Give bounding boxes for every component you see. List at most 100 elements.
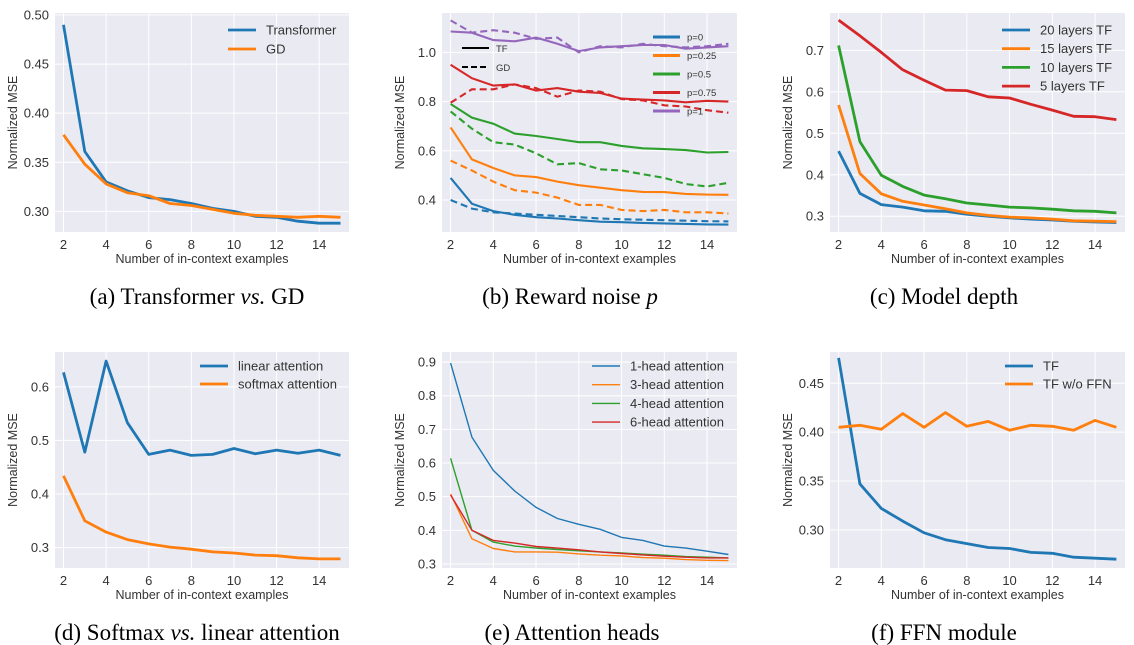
x-tick-label: 10 [614,237,628,252]
legend-label: 5 layers TF [1040,79,1105,94]
x-tick-label: 4 [103,237,110,252]
line-6-head-attention [450,494,729,559]
y-tick-label: 0.6 [31,379,49,394]
x-tick-label: 8 [963,573,970,588]
y-axis-label: Normalized MSE [393,413,407,507]
line-gd-p=0.25 [450,159,729,215]
subplot-c: 2 4 6 8 10 12 14 0.3 0.4 0.5 0.6 0.7 Number of in-co… [781,13,1125,309]
caption-part: (f) FFN module [871,620,1017,645]
plot-area [442,352,737,568]
caption-part: (b) Reward noise [482,284,646,309]
legend-label: p=1 [687,107,703,118]
caption-part: (e) Attention heads [484,620,659,645]
y-tick-label: 0.6 [418,143,436,158]
legend-label: TF [1043,359,1059,374]
x-tick-label: 6 [920,573,927,588]
style-legend-label: GD [496,63,510,74]
x-tick-label: 2 [60,573,67,588]
legend-label: 3-head attention [630,377,724,392]
legend-label: 20 layers TF [1040,23,1112,38]
y-tick-label: 1.0 [418,45,436,60]
subplot-caption: (c) Model depth [870,284,1019,309]
y-tick-label: 0.9 [418,355,436,370]
line-tf-p=0.75 [450,63,729,104]
y-axis-label: Normalized MSE [6,413,20,507]
x-tick-label: 4 [490,573,497,588]
y-tick-label: 0.30 [799,522,824,537]
y-tick-label: 0.5 [31,433,49,448]
x-tick-label: 10 [227,237,241,252]
line-tf-p=1 [450,30,729,53]
x-tick-label: 14 [1088,573,1102,588]
legend-label: p=0.25 [687,51,716,62]
caption-part: vs. [171,620,196,645]
line-tf-p=0.5 [450,103,729,154]
x-tick-label: 4 [878,237,885,252]
y-tick-label: 0.35 [799,474,824,489]
style-legend-label: TF [496,44,508,55]
x-tick-label: 4 [103,573,110,588]
legend-label: 1-head attention [630,359,724,374]
x-tick-label: 8 [575,237,582,252]
caption-part: p [644,284,658,309]
legend-label: p=0.5 [687,70,711,81]
caption-part: linear attention [195,620,340,645]
caption-part: (a) Transformer [90,284,241,309]
y-tick-label: 0.40 [24,106,49,121]
x-tick-label: 6 [920,237,927,252]
x-tick-label: 14 [1088,237,1102,252]
y-tick-label: 0.7 [418,422,436,437]
y-tick-label: 0.40 [799,425,824,440]
subplot-caption: (f) FFN module [871,620,1017,645]
line-gd [62,133,341,219]
y-tick-label: 0.45 [799,376,824,391]
line-tf [837,357,1117,561]
y-tick-label: 0.7 [806,43,824,58]
x-tick-label: 10 [1002,237,1016,252]
x-tick-label: 2 [447,573,454,588]
x-tick-label: 4 [878,573,885,588]
legend-label: 15 layers TF [1040,41,1112,56]
x-tick-label: 8 [575,573,582,588]
legend-label: 6-head attention [630,415,724,430]
line-tf-p=0 [449,177,729,226]
line-5-layers-tf [837,18,1117,121]
y-tick-label: 0.3 [806,209,824,224]
y-axis-label: Normalized MSE [6,76,20,170]
x-tick-label: 12 [269,237,283,252]
caption-part: (c) Model depth [870,284,1019,309]
y-axis-label: Normalized MSE [781,76,795,170]
y-tick-label: 0.5 [418,489,436,504]
y-tick-label: 0.6 [418,456,436,471]
x-tick-label: 10 [227,573,241,588]
subplot-f: 2 4 6 8 10 12 14 0.30 0.35 0.40 0.45 Number of in-c… [781,352,1125,645]
x-tick-label: 10 [1002,573,1016,588]
subplot-caption: (e) Attention heads [484,620,659,645]
x-tick-label: 12 [269,573,283,588]
y-tick-label: 0.4 [418,193,436,208]
line-tf-w-o-ffn [838,411,1117,432]
x-tick-label: 2 [835,573,842,588]
x-tick-label: 14 [312,237,326,252]
line-gd-p=0.5 [449,110,729,188]
legend-label: TF w/o FFN [1043,377,1112,392]
line-linear-attention [62,359,341,457]
x-tick-label: 10 [614,573,628,588]
x-tick-label: 12 [657,237,671,252]
x-tick-label: 6 [532,237,539,252]
x-tick-label: 8 [963,237,970,252]
x-tick-label: 14 [700,573,714,588]
line-3-head-attention [449,493,729,562]
subplot-a: 2 4 6 8 10 12 14 0.30 0.35 0.40 0.45 0.50 Number of … [6,7,349,309]
line-gd-p=0.75 [450,83,729,114]
legend-label: GD [266,42,286,57]
x-axis-label: Number of in-context examples [116,252,289,266]
line-softmax-attention [62,475,341,561]
line-15-layers-tf [837,104,1117,223]
line-1-head-attention [449,362,729,556]
x-axis-label: Number of in-context examples [503,588,676,602]
y-tick-label: 0.5 [806,126,824,141]
line-10-layers-tf [837,45,1117,215]
plot-area [830,352,1125,568]
legend-label: p=0 [687,33,703,44]
